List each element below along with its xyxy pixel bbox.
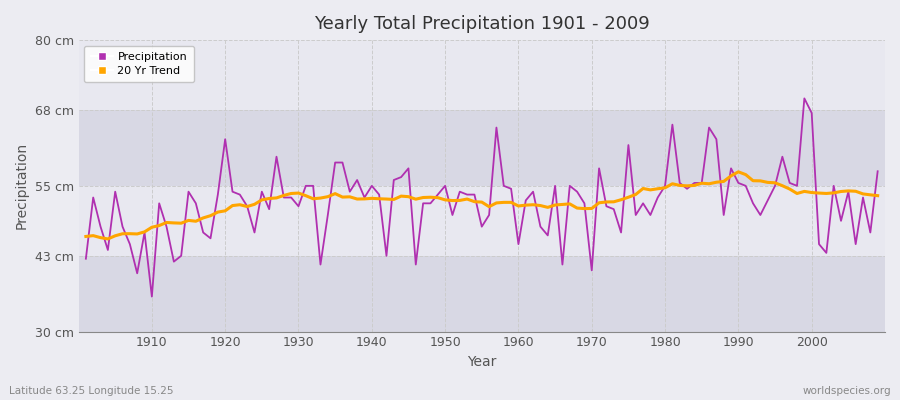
Text: worldspecies.org: worldspecies.org bbox=[803, 386, 891, 396]
20 Yr Trend bbox=[608, 200, 619, 204]
Precipitation bbox=[872, 169, 883, 174]
20 Yr Trend bbox=[308, 196, 319, 201]
X-axis label: Year: Year bbox=[467, 355, 497, 369]
20 Yr Trend bbox=[520, 203, 531, 208]
20 Yr Trend bbox=[733, 170, 743, 174]
Legend: Precipitation, 20 Yr Trend: Precipitation, 20 Yr Trend bbox=[84, 46, 194, 82]
Precipitation bbox=[352, 178, 363, 182]
Line: Precipitation: Precipitation bbox=[86, 98, 878, 297]
Precipitation bbox=[513, 242, 524, 246]
Precipitation bbox=[520, 198, 531, 203]
20 Yr Trend bbox=[103, 236, 113, 241]
Precipitation bbox=[140, 230, 150, 235]
Bar bbox=[78, 110, 885, 186]
Text: Latitude 63.25 Longitude 15.25: Latitude 63.25 Longitude 15.25 bbox=[9, 386, 174, 396]
Precipitation bbox=[147, 294, 158, 299]
20 Yr Trend bbox=[513, 204, 524, 208]
20 Yr Trend bbox=[872, 193, 883, 198]
Y-axis label: Precipitation: Precipitation bbox=[15, 142, 29, 230]
20 Yr Trend bbox=[352, 197, 363, 202]
Precipitation bbox=[308, 184, 319, 188]
Precipitation bbox=[608, 207, 619, 212]
Precipitation bbox=[80, 256, 91, 261]
Precipitation bbox=[799, 96, 810, 101]
20 Yr Trend bbox=[147, 225, 158, 230]
Line: 20 Yr Trend: 20 Yr Trend bbox=[86, 172, 878, 239]
Bar bbox=[78, 256, 885, 332]
Title: Yearly Total Precipitation 1901 - 2009: Yearly Total Precipitation 1901 - 2009 bbox=[314, 15, 650, 33]
20 Yr Trend bbox=[80, 234, 91, 239]
